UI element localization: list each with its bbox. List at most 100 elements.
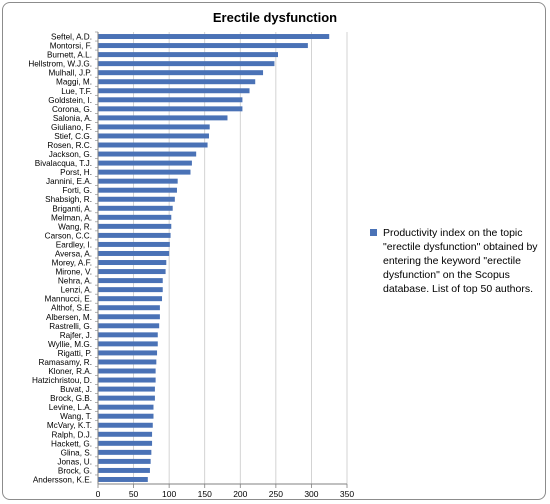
x-tick-label: 200 [233, 489, 247, 499]
bar [98, 241, 170, 247]
bar [98, 52, 278, 58]
category-label: Maggi, M. [56, 78, 92, 87]
x-tick-label: 150 [198, 489, 212, 499]
bar [98, 431, 153, 437]
bar [98, 250, 170, 256]
category-label: Althof, S.E. [51, 304, 92, 313]
category-label: Nehra, A. [58, 277, 92, 286]
bar [98, 124, 210, 130]
category-label: Kloner, R.A. [48, 367, 92, 376]
category-label: Carson, C.C. [45, 231, 92, 240]
category-label: Ramasamy, R. [38, 358, 92, 367]
bar [98, 223, 172, 229]
bar [98, 395, 155, 401]
category-label: Albersen, M. [46, 313, 92, 322]
category-label: Rastrelli, G. [49, 322, 92, 331]
bar [98, 205, 173, 211]
bar [98, 160, 192, 166]
category-label: Mannucci, E. [45, 295, 92, 304]
bar [98, 70, 264, 76]
bar [98, 178, 178, 184]
category-label: Montorsi, F. [50, 42, 92, 51]
category-label: Burnett, A.L. [47, 51, 92, 60]
category-label: Giuliano, F. [51, 123, 92, 132]
x-tick-label: 300 [304, 489, 318, 499]
category-label: Salonia, A. [53, 114, 92, 123]
bar [98, 133, 209, 139]
category-label: Brock, G.B. [50, 394, 92, 403]
legend-swatch [370, 229, 377, 236]
bar [98, 196, 175, 202]
bar [98, 232, 171, 238]
category-label: Forti, G. [62, 186, 92, 195]
category-label: Brock, G. [58, 466, 92, 475]
category-label: Shabsigh, R. [45, 195, 92, 204]
bar [98, 386, 155, 392]
bar [98, 368, 156, 374]
category-label: Jackson, G. [49, 150, 92, 159]
bar [98, 413, 154, 419]
category-label: Andersson, K.E. [33, 475, 92, 484]
category-label: Porst, H. [60, 168, 92, 177]
category-label: Melman, A. [51, 213, 92, 222]
bar [98, 115, 228, 121]
bar [98, 449, 152, 455]
category-label: Seftel, A.D. [51, 33, 92, 42]
bar [98, 61, 275, 67]
bar [98, 458, 151, 464]
category-label: Wang, R. [58, 222, 92, 231]
bar [98, 151, 197, 157]
category-label: Stief, C.G. [54, 132, 92, 141]
bar [98, 296, 163, 302]
bar [98, 305, 160, 311]
bar [98, 350, 158, 356]
category-label: Rigatti, P. [58, 349, 92, 358]
bar [98, 287, 163, 293]
category-label: Aversa, A. [55, 249, 92, 258]
chart-title: Erectile dysfunction [212, 10, 338, 25]
bar [98, 359, 157, 365]
category-label: Corona, G. [52, 105, 92, 114]
category-label: Wang, T. [60, 412, 92, 421]
bar [98, 314, 160, 320]
category-label: Jonas, U. [57, 457, 92, 466]
bar [98, 97, 243, 103]
bar [98, 88, 250, 94]
bar [98, 467, 150, 473]
chart-frame [2, 2, 546, 500]
category-label: Hatzichristou, D. [32, 376, 92, 385]
category-label: Eardley, I. [56, 240, 92, 249]
x-tick-label: 350 [340, 489, 354, 499]
bar [98, 269, 166, 275]
category-label: Briganti, A. [52, 204, 92, 213]
category-label: Rosen, R.C. [47, 141, 92, 150]
bar [98, 106, 243, 112]
bar [98, 323, 160, 329]
category-label: Lenzi, A. [61, 286, 92, 295]
category-label: Hackett, G. [51, 439, 92, 448]
x-tick-label: 100 [162, 489, 176, 499]
category-label: Rajfer, J. [60, 331, 92, 340]
legend-label: Productivity index on the topic "erectil… [383, 227, 538, 295]
bar [98, 404, 154, 410]
category-label: Lue, T.F. [61, 87, 92, 96]
category-label: Mulhall, J.P. [48, 69, 92, 78]
x-tick-label: 250 [269, 489, 283, 499]
bar [98, 260, 167, 266]
bar [98, 341, 158, 347]
legend: Productivity index on the topic "erectil… [370, 226, 540, 296]
bar [98, 377, 156, 383]
bar [98, 169, 191, 175]
bar [98, 43, 308, 49]
category-label: Hellstrom, W.J.G. [28, 60, 92, 69]
bar [98, 476, 148, 482]
category-label: Glina, S. [61, 448, 92, 457]
bar [98, 332, 158, 338]
category-label: Jannini, E.A. [46, 177, 92, 186]
x-tick-label: 50 [129, 489, 139, 499]
category-label: Morey, A.F. [52, 259, 92, 268]
category-label: Mirone, V. [55, 268, 92, 277]
category-label: Levine, L.A. [49, 403, 92, 412]
category-label: McVary, K.T. [47, 421, 92, 430]
